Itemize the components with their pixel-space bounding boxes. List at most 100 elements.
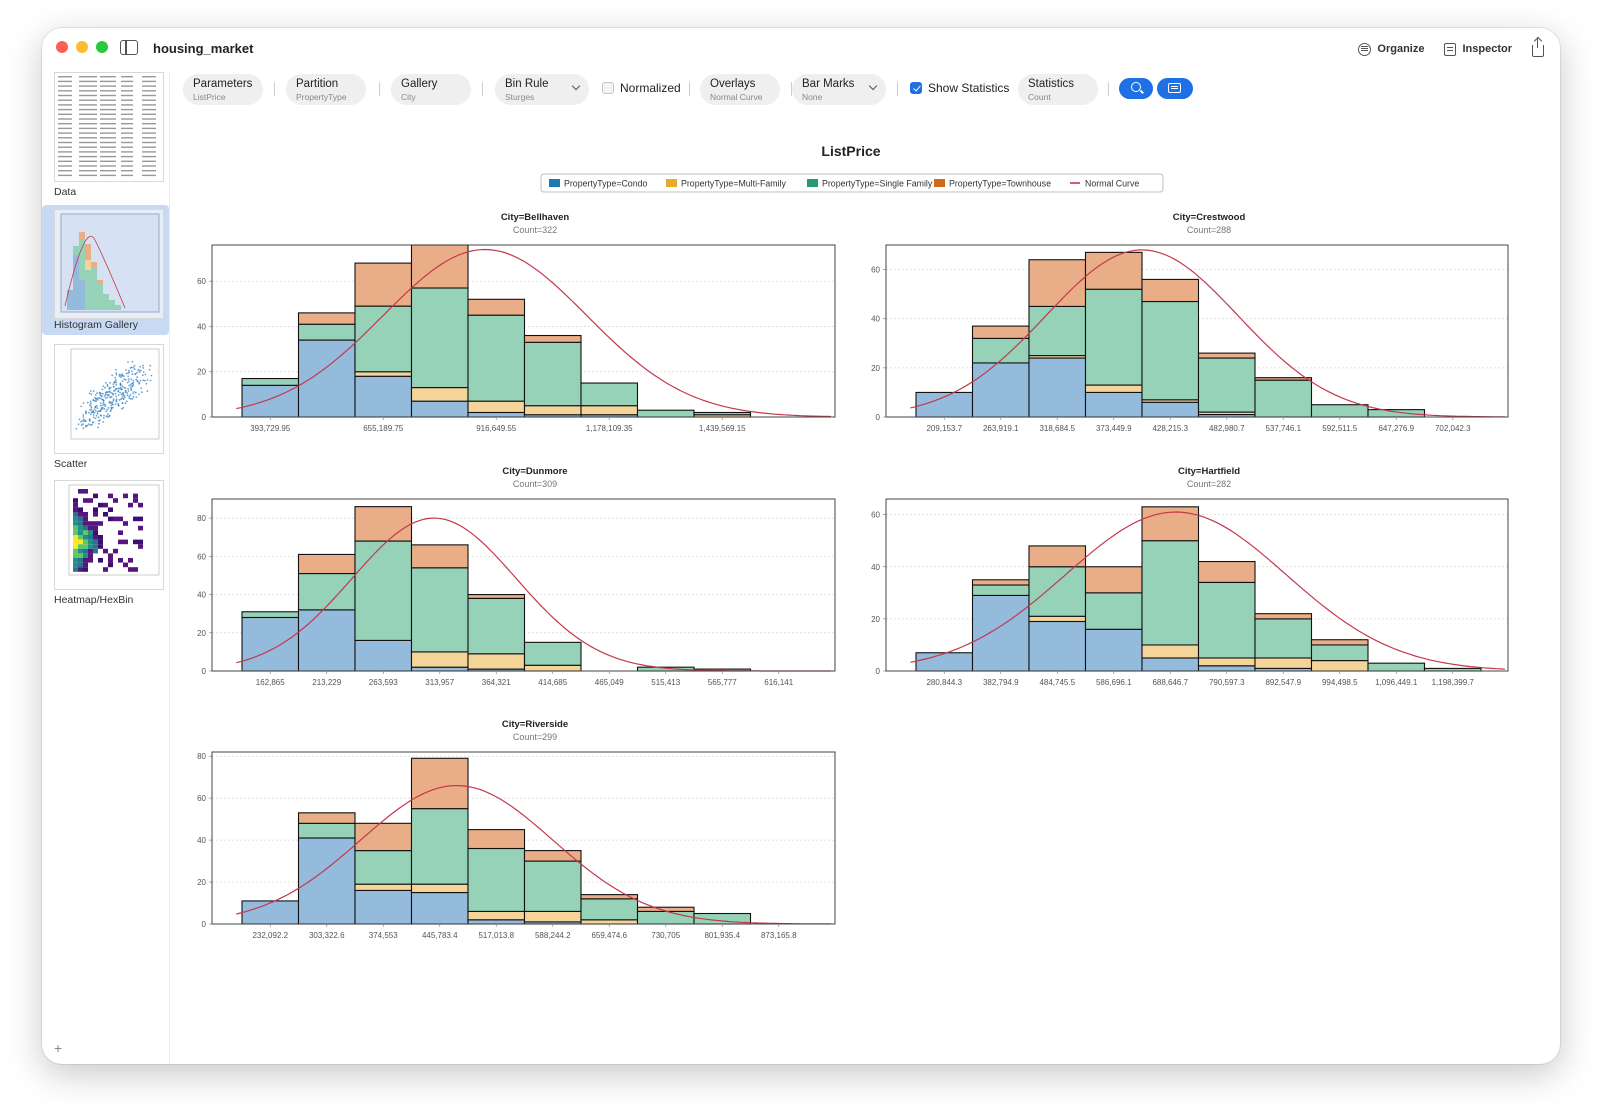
zoom-window-button[interactable] [96,41,108,53]
scatter-point [120,388,123,391]
parameters-title: Parameters [193,78,253,90]
histogram-bar-segment [241,616,300,672]
toolbar-divider [482,82,483,96]
scatter-point [96,397,99,399]
scatter-point [78,418,81,421]
close-window-button[interactable] [56,41,68,53]
x-tick-label: 263,593 [369,678,398,687]
x-tick-label: 373,449.9 [1096,424,1132,433]
table-cell-glyph [121,160,133,162]
scatter-point [127,378,130,380]
heatmap-cell [83,521,88,526]
scatter-point [146,390,149,392]
scatter-point [96,412,99,415]
table-cell-glyph [142,99,156,101]
table-cell-glyph [142,113,156,115]
scatter-point [146,379,149,381]
bin-rule-dropdown[interactable]: Bin Rule Sturges [495,74,589,105]
scatter-point [81,419,84,422]
scatter-point [96,398,99,401]
show-statistics-checkbox[interactable] [910,82,922,94]
x-tick-label: 280,844.3 [926,678,962,687]
heatmap-cell [138,525,143,531]
scatter-point [140,387,143,389]
x-tick-label: 1,096,449.1 [1375,678,1418,687]
histogram-bar-segment [297,837,356,925]
heatmap-cell [108,516,113,522]
y-tick-label: 20 [871,364,880,373]
bar-marks-dropdown[interactable]: Bar Marks None [792,74,886,105]
scatter-point [88,392,91,395]
table-cell-glyph [121,76,133,78]
normalized-checkbox[interactable] [602,82,614,94]
sidebar-item-heatmap[interactable]: Heatmap/HexBin [42,480,169,610]
statistics-menu[interactable]: Statistics Count [1018,74,1098,105]
histogram-bar-segment [1141,300,1200,401]
histogram-bar-segment [1084,251,1143,290]
table-cell-glyph [121,94,133,97]
histogram-bar-segment [354,371,413,377]
scatter-point [121,380,124,382]
scatter-point [130,389,133,391]
inspector-button[interactable]: Inspector [1440,40,1516,59]
scatter-point [109,396,112,399]
x-tick-label: 484,745.5 [1039,678,1075,687]
scatter-point [128,397,131,399]
titlebar-actions: Organize Inspector [1354,38,1548,60]
scatter-point [95,404,98,407]
normalized-toggle[interactable]: Normalized [602,81,681,95]
plot-frame [885,498,1509,672]
scatter-point [121,402,124,405]
table-cell-glyph [58,118,72,120]
histogram-panel: City=Hartfield Count=282 0 20 40 60 280,844.3 3… [871,466,1509,687]
sidebar-toggle-icon[interactable] [120,40,138,55]
scatter-point [135,372,138,374]
heatmap-cell [93,507,98,512]
gallery-menu[interactable]: Gallery City [391,74,471,105]
heatmap-cell [123,521,128,526]
scatter-point [94,394,97,396]
organize-button[interactable]: Organize [1354,40,1428,59]
partition-menu[interactable]: Partition PropertyType [286,74,366,105]
sidebar-item-histogram-gallery[interactable]: Histogram Gallery [42,205,169,335]
table-cell-glyph [79,108,97,111]
comment-button[interactable] [1157,78,1193,99]
scatter-point [133,364,136,367]
scatter-point [120,398,122,401]
sidebar-item-data[interactable]: Data [42,72,169,200]
heatmap-cell [118,558,123,563]
overlays-menu[interactable]: Overlays Normal Curve [700,74,780,105]
panel-title: City=Dunmore [502,466,567,477]
scatter-point [118,373,121,376]
chart-area: ListPrice PropertyType=Condo PropertyType… [170,112,1560,1064]
heatmap-cell [128,502,133,508]
table-cell-glyph [100,99,116,101]
sidebar-item-scatter[interactable]: Scatter [42,344,169,474]
histogram-bar-segment [1028,545,1087,568]
scatter-point [77,423,80,426]
scatter-point [98,410,100,412]
add-view-button[interactable]: + [54,1040,63,1056]
heatmap-cell [108,507,113,512]
heatmap-cell [73,553,78,558]
scatter-point [132,395,135,398]
comment-icon [1168,83,1181,93]
y-tick-label: 0 [876,667,881,676]
parameters-menu[interactable]: Parameters ListPrice [183,74,263,105]
minimize-window-button[interactable] [76,41,88,53]
scatter-point [111,403,114,405]
histogram-bar-segment [1254,618,1313,659]
scatter-point [119,391,121,394]
histogram-bar-segment [523,850,582,862]
scatter-point [127,372,129,375]
scatter-point [133,391,136,393]
share-button[interactable] [1528,38,1548,60]
heatmap-cell [93,544,98,549]
zoom-button[interactable] [1119,78,1153,99]
heatmap-cell [118,516,123,522]
heatmap-cell [123,539,128,545]
show-statistics-toggle[interactable]: Show Statistics [910,81,1009,95]
heatmap-cell [103,512,108,517]
histogram-bar-segment [410,883,469,894]
histogram-bar-segment [1028,615,1087,623]
